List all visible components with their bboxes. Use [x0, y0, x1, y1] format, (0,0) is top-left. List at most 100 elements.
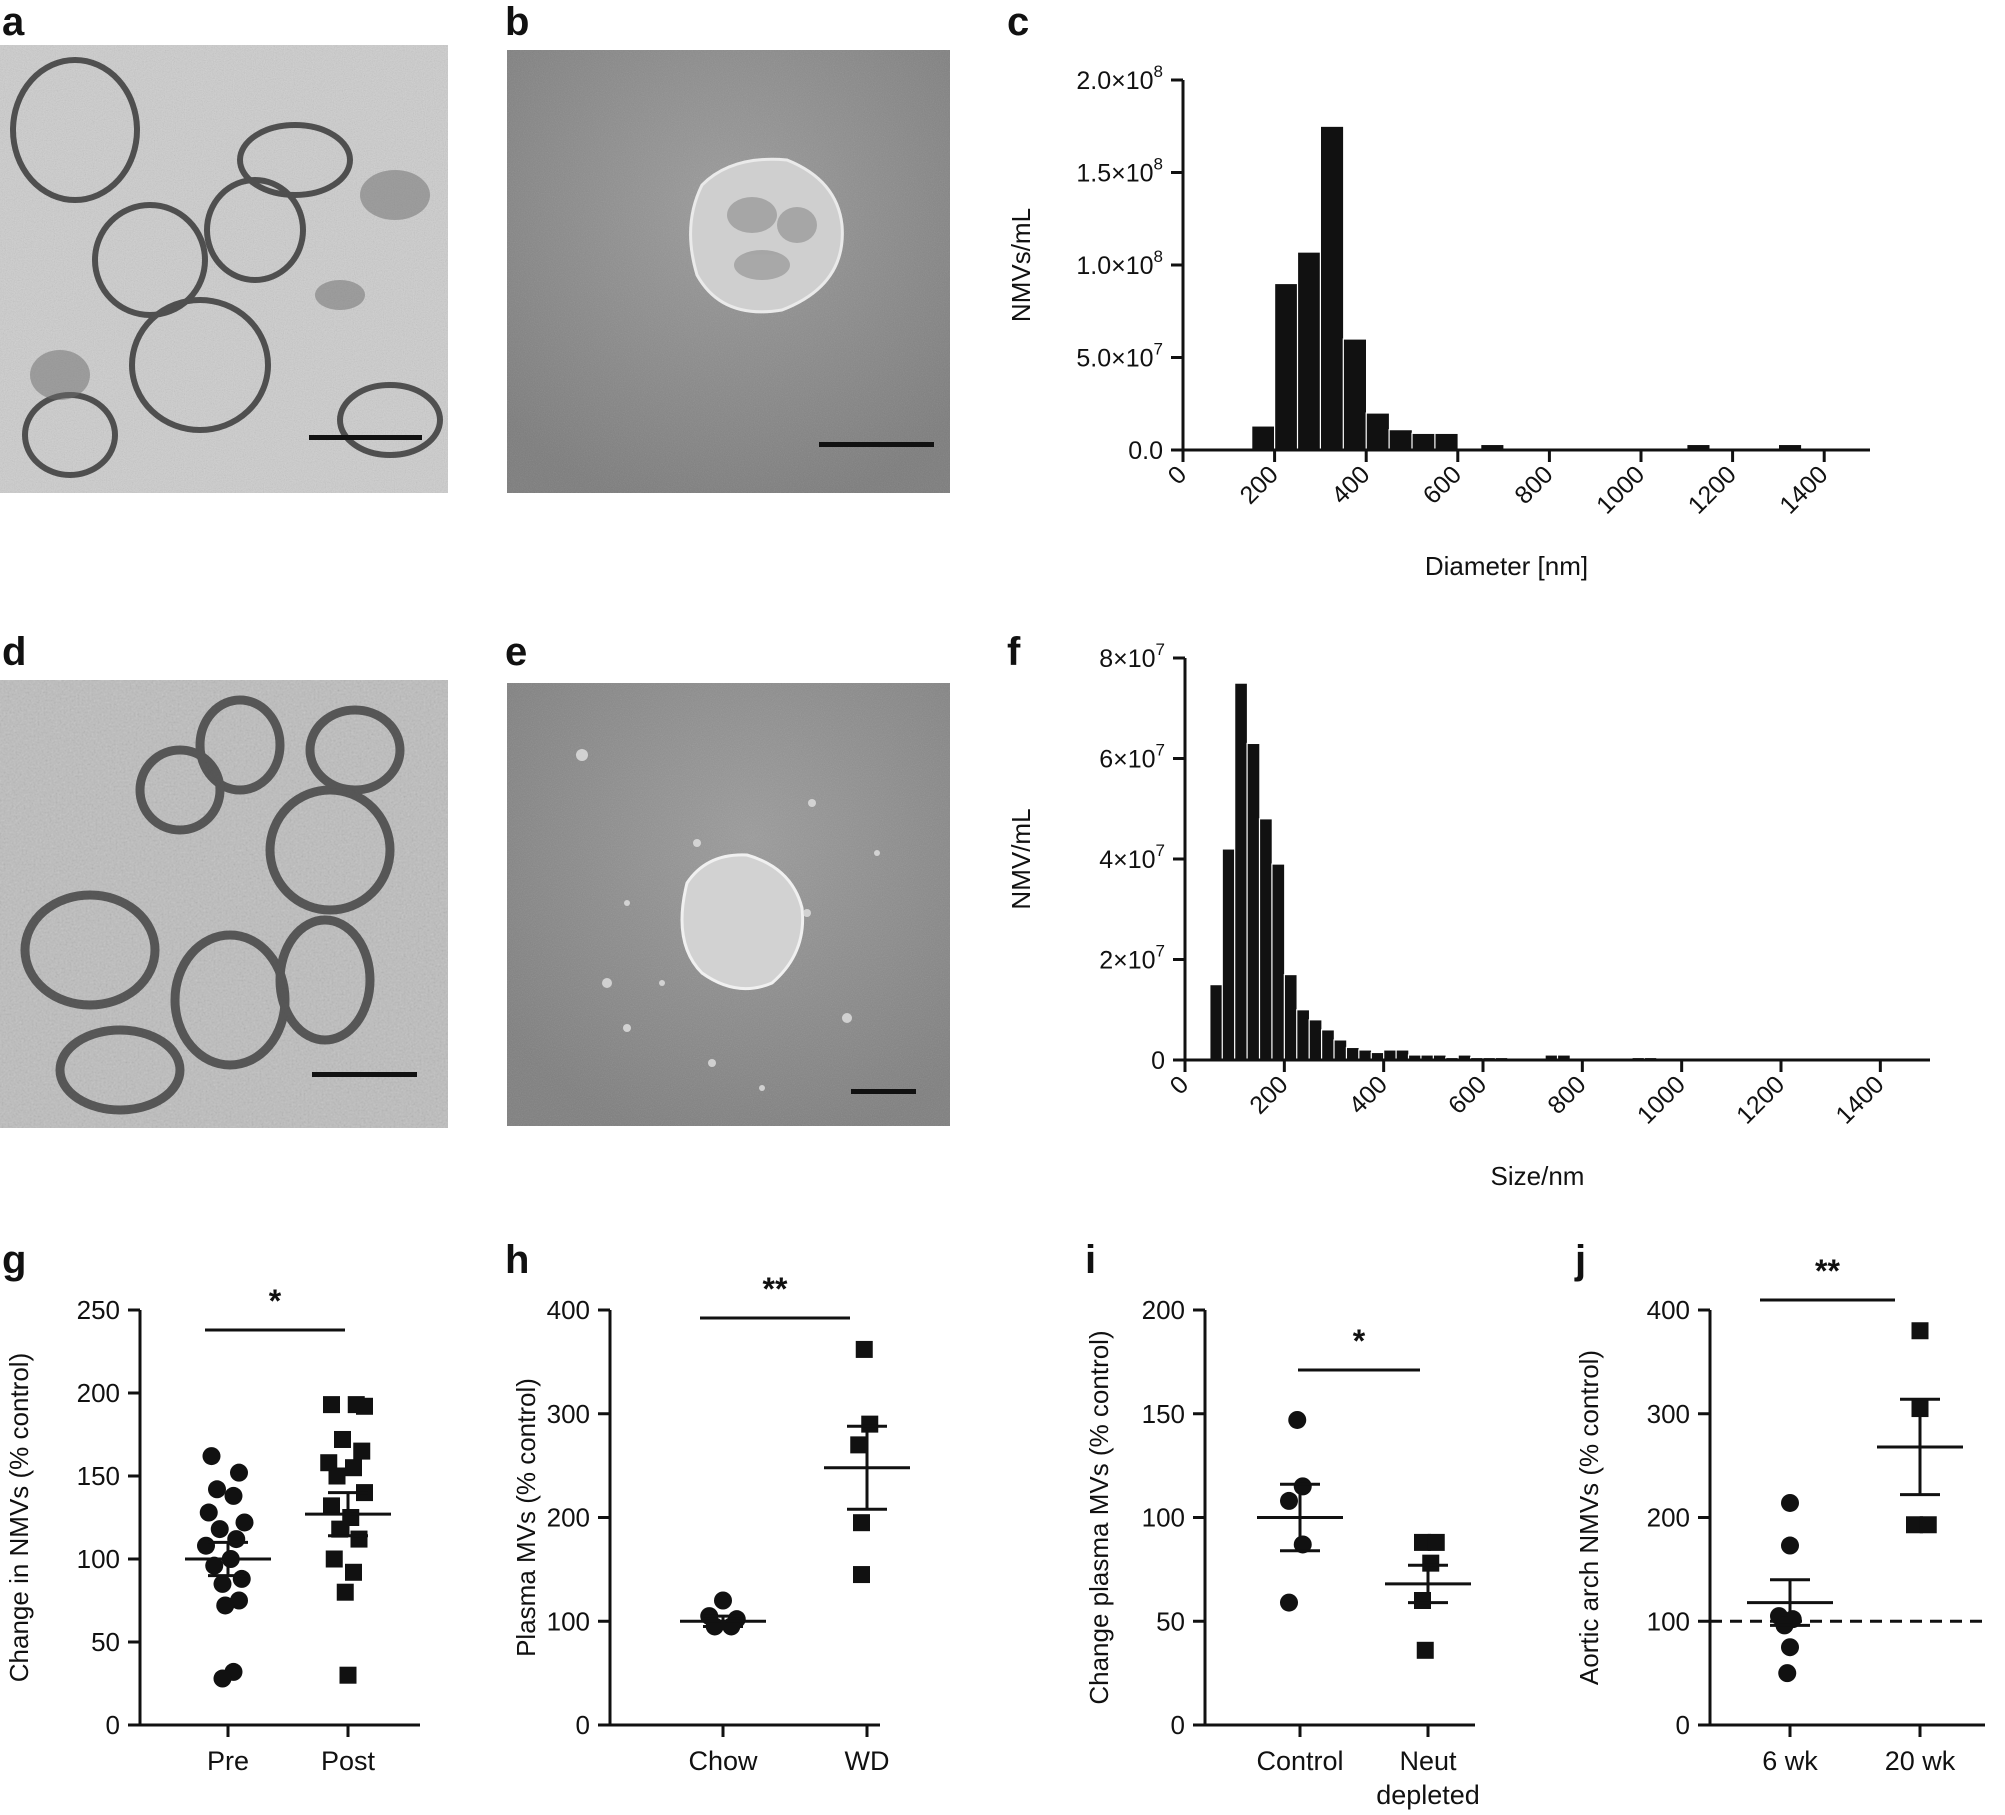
data-point-square-j: [1911, 1322, 1929, 1340]
y-tick-label-g: 0: [106, 1710, 120, 1740]
y-tick-label-f: 0: [1151, 1047, 1165, 1075]
x-axis-label-f: Size/nm: [1491, 1161, 1585, 1191]
x-tick-label-c: 400: [1326, 460, 1375, 509]
data-point-square-i: [1416, 1641, 1434, 1659]
x-tick-label-f: 1200: [1731, 1070, 1790, 1129]
data-point-square-g: [345, 1459, 362, 1477]
data-point-square-i: [1414, 1533, 1431, 1551]
y-tick-label-h: 0: [576, 1710, 590, 1740]
x-tick-label-f: 600: [1443, 1070, 1492, 1119]
histogram-bar-f: [1234, 682, 1249, 1061]
histogram-bar-c: [1319, 125, 1345, 451]
histogram-bar-f: [1296, 1009, 1311, 1061]
histogram-bar-f: [1246, 742, 1261, 1061]
y-tick-label-g: 200: [77, 1378, 120, 1408]
histogram-bar-f: [1320, 1029, 1336, 1061]
x-tick-label-c: 1200: [1683, 460, 1742, 519]
y-tick-label-i: 150: [1142, 1399, 1185, 1429]
data-point-circle-h: [714, 1591, 732, 1610]
y-tick-label-i: 200: [1142, 1295, 1185, 1325]
panel-letter-b: b: [505, 0, 530, 44]
data-point-square-i: [1427, 1533, 1445, 1551]
histogram-bar-c: [1251, 425, 1276, 451]
data-point-circle-g: [227, 1530, 246, 1549]
data-point-square-g: [328, 1467, 346, 1485]
y-tick-label-c: 1.5×108: [1076, 155, 1163, 188]
data-point-square-h: [853, 1566, 870, 1584]
histogram-bar-f: [1358, 1049, 1373, 1061]
histogram-bar-c: [1388, 429, 1413, 451]
y-axis-label-h: Plasma MVs (% control): [511, 1378, 541, 1657]
data-point-circle-i: [1293, 1535, 1312, 1554]
histogram-bar-f: [1258, 818, 1273, 1061]
category-label-j: 20 wk: [1885, 1746, 1956, 1776]
data-point-circle-j: [1781, 1638, 1799, 1657]
histogram-bar-f: [1345, 1046, 1360, 1061]
panel-letter-d: d: [2, 630, 27, 674]
histogram-bar-c: [1296, 251, 1322, 451]
x-tick-label-c: 800: [1509, 460, 1558, 509]
data-point-circle-i: [1293, 1477, 1312, 1496]
y-axis-label-g: Change in NMVs (% control): [4, 1353, 34, 1682]
data-point-circle-g: [216, 1596, 235, 1615]
data-point-square-g: [325, 1550, 343, 1568]
y-tick-label-g: 50: [91, 1627, 120, 1657]
micrograph-b: [507, 50, 950, 493]
x-tick-label-f: 1400: [1830, 1070, 1889, 1129]
histogram-bar-c: [1365, 412, 1391, 451]
y-axis-label-i: Change plasma MVs (% control): [1084, 1330, 1114, 1704]
data-point-circle-i: [1288, 1410, 1307, 1429]
significance-label-j: **: [1815, 1253, 1840, 1289]
x-tick-label-f: 1000: [1632, 1070, 1691, 1129]
x-tick-label-c: 1000: [1591, 460, 1650, 519]
x-tick-label-c: 1400: [1774, 460, 1833, 519]
data-point-square-j: [1906, 1516, 1923, 1534]
histogram-bar-c: [1342, 338, 1368, 451]
data-point-square-g: [331, 1520, 349, 1538]
x-tick-label-f: 200: [1244, 1070, 1293, 1119]
histogram-bar-f: [1333, 1039, 1348, 1061]
y-tick-label-c: 1.0×108: [1076, 247, 1163, 280]
y-tick-label-j: 200: [1647, 1503, 1690, 1533]
category-label-h: WD: [845, 1746, 890, 1776]
data-point-square-g: [323, 1497, 340, 1515]
data-point-circle-g: [230, 1463, 248, 1482]
data-point-circle-i: [1280, 1491, 1298, 1510]
y-tick-label-i: 100: [1142, 1503, 1185, 1533]
panel-letter-h: h: [505, 1238, 530, 1282]
data-point-circle-g: [197, 1536, 215, 1555]
data-point-circle-g: [208, 1480, 226, 1499]
histogram-bar-f: [1383, 1049, 1398, 1061]
x-tick-label-c: 0: [1163, 460, 1193, 490]
y-tick-label-g: 150: [77, 1461, 120, 1491]
y-tick-label-c: 2.0×108: [1076, 62, 1163, 95]
data-point-square-h: [855, 1340, 873, 1358]
data-point-square-g: [336, 1583, 354, 1601]
significance-label-g: *: [269, 1283, 282, 1319]
histogram-bar-f: [1271, 863, 1286, 1061]
y-tick-label-h: 300: [547, 1399, 590, 1429]
y-tick-label-f: 6×107: [1099, 741, 1165, 774]
y-tick-label-h: 100: [547, 1606, 590, 1636]
panel-letter-i: i: [1085, 1238, 1097, 1282]
data-point-circle-j: [1781, 1493, 1799, 1512]
data-point-square-g: [334, 1430, 351, 1448]
y-tick-label-h: 200: [547, 1503, 590, 1533]
histogram-bar-f: [1283, 973, 1298, 1061]
data-point-circle-g: [235, 1513, 254, 1532]
y-tick-label-c: 0.0: [1128, 437, 1163, 465]
category-label-g: Pre: [207, 1746, 249, 1776]
data-point-circle-j: [1781, 1536, 1799, 1555]
x-tick-label-c: 600: [1418, 460, 1467, 509]
histogram-bar-c: [1434, 432, 1459, 451]
category-label-h: Chow: [688, 1746, 758, 1776]
data-point-circle-g: [224, 1486, 243, 1505]
data-point-square-i: [1422, 1554, 1440, 1572]
y-tick-label-g: 250: [77, 1295, 120, 1325]
panel-letter-j: j: [1575, 1238, 1587, 1282]
data-point-circle-g: [199, 1503, 218, 1522]
data-point-square-h: [853, 1514, 870, 1532]
data-point-circle-g: [213, 1574, 232, 1593]
micrograph-d: [0, 680, 448, 1128]
category-label-i: Control: [1256, 1746, 1343, 1776]
